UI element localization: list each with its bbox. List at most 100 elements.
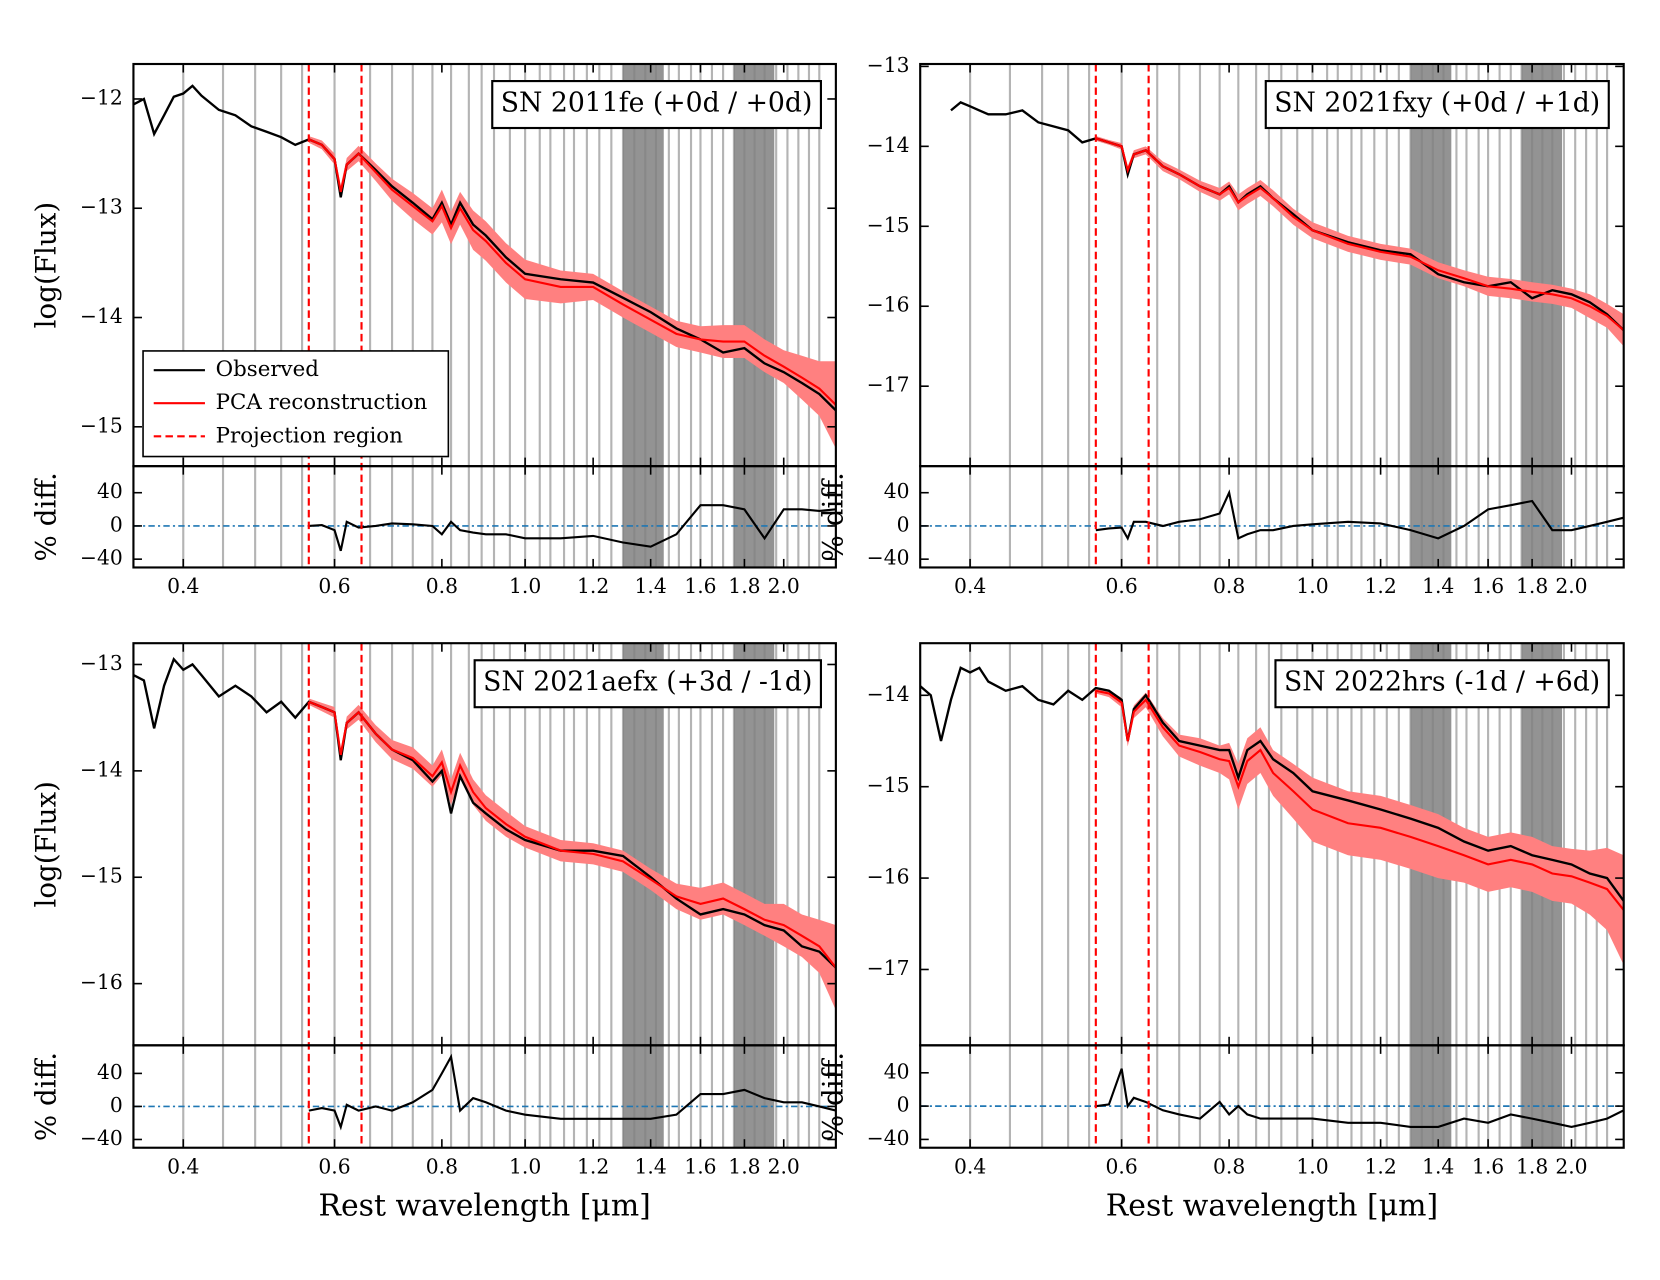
shaded-region	[733, 466, 775, 568]
shaded-region	[1521, 64, 1563, 467]
pca-line	[1095, 137, 1624, 332]
x-tick-label: 0.4	[954, 574, 986, 598]
x-tick-label: 1.8	[1516, 574, 1548, 598]
y-tick-label: −40	[867, 546, 910, 570]
y-tick-label: 0	[110, 1093, 123, 1117]
x-tick-label: 1.4	[635, 1155, 667, 1179]
residual-line	[1095, 489, 1624, 541]
x-tick-label: 0.6	[1105, 574, 1137, 598]
x-tick-label: 2.0	[1555, 574, 1587, 598]
x-tick-label: 1.6	[684, 574, 716, 598]
x-tick-label: 1.0	[509, 1155, 541, 1179]
y-tick-label: −16	[867, 865, 910, 889]
shaded-region	[623, 64, 664, 467]
x-tick-label: 1.6	[684, 1155, 716, 1179]
y-tick-label: 40	[97, 479, 123, 503]
shaded-region	[623, 1045, 664, 1148]
title-box	[473, 659, 822, 709]
title-box	[1264, 80, 1610, 130]
title-box	[491, 80, 822, 130]
shaded-region	[623, 466, 664, 568]
y-tick-label: −13	[80, 651, 123, 675]
x-tick-label: 1.8	[728, 1155, 760, 1179]
x-tick-label: 1.4	[1422, 574, 1454, 598]
residual-line	[308, 1053, 836, 1131]
x-axis-label: Rest wavelength [μm]	[319, 1188, 651, 1223]
residual-y-label: % diff.	[30, 472, 63, 561]
y-tick-label: −14	[80, 304, 123, 328]
title-box	[1274, 659, 1610, 709]
x-tick-label: 1.2	[577, 1155, 609, 1179]
x-tick-label: 0.8	[426, 574, 458, 598]
y-axis-label: log(Flux)	[30, 781, 63, 908]
y-tick-label: −40	[867, 1126, 910, 1150]
y-tick-label: −17	[867, 373, 910, 397]
panel: −15 −14 −13 −12 −40 0 40 0.4 0.6 0.8 1.0 1.2 1.4 1.6 1…	[30, 62, 837, 598]
x-tick-label: 1.2	[577, 574, 609, 598]
x-tick-label: 1.2	[1364, 1155, 1396, 1179]
x-axis-label: Rest wavelength [μm]	[1106, 1188, 1438, 1223]
x-tick-label: 0.6	[1105, 1155, 1137, 1179]
y-axis-label: log(Flux)	[30, 202, 63, 329]
pca-line	[308, 700, 836, 969]
y-tick-label: −15	[80, 413, 123, 437]
y-tick-label: −14	[867, 133, 910, 157]
panel-title: SN 2011fe (+0d / +0d)	[501, 88, 813, 119]
x-tick-label: 1.0	[1296, 574, 1328, 598]
x-tick-label: 1.4	[635, 574, 667, 598]
y-tick-label: −16	[867, 293, 910, 317]
legend-label: Projection region	[216, 423, 404, 448]
y-tick-label: −40	[80, 546, 123, 570]
y-tick-label: 40	[884, 479, 910, 503]
panel: −16 −15 −14 −13 −40 0 40 0.4 0.6 0.8 1.0 1.2 1.4 1.6 1…	[30, 642, 837, 1223]
x-tick-label: 1.8	[728, 574, 760, 598]
residual-axes	[133, 1045, 836, 1148]
panel-title: SN 2021fxy (+0d / +1d)	[1274, 88, 1600, 119]
y-tick-label: −17	[867, 956, 910, 980]
shaded-region	[1410, 1045, 1452, 1148]
x-tick-label: 2.0	[1555, 1155, 1587, 1179]
x-tick-label: 1.2	[1364, 574, 1396, 598]
y-tick-label: −12	[80, 85, 123, 109]
x-tick-label: 0.8	[1213, 574, 1245, 598]
pca-line	[308, 138, 836, 406]
y-tick-label: −13	[867, 53, 910, 77]
x-tick-label: 0.4	[167, 1155, 199, 1179]
axes-frame	[132, 1044, 837, 1149]
x-tick-label: 0.6	[318, 574, 350, 598]
panel-title: SN 2022hrs (-1d / +6d)	[1284, 667, 1600, 698]
uncertainty-band	[308, 136, 836, 449]
x-tick-label: 0.8	[426, 1155, 458, 1179]
main-axes	[950, 64, 1624, 467]
legend-label: Observed	[216, 357, 320, 382]
legend-label: PCA reconstruction	[216, 390, 428, 415]
y-tick-label: −15	[867, 213, 910, 237]
x-tick-label: 0.4	[954, 1155, 986, 1179]
y-tick-label: −14	[867, 682, 910, 706]
x-tick-label: 0.4	[167, 574, 199, 598]
y-tick-label: −15	[867, 773, 910, 797]
residual-axes	[920, 466, 1624, 568]
residual-y-label: % diff.	[30, 1052, 63, 1141]
panel: −17 −16 −15 −14 −40 0 40 0.4 0.6 0.8 1.0 1.2 1.4 1.6 1…	[816, 642, 1625, 1223]
x-tick-label: 1.6	[1472, 574, 1504, 598]
axes-frame	[919, 465, 1625, 569]
shaded-region	[1410, 466, 1452, 568]
shaded-region	[1521, 1045, 1563, 1148]
y-tick-label: 40	[884, 1059, 910, 1083]
residual-line	[1095, 1068, 1624, 1129]
y-tick-label: 0	[897, 512, 910, 536]
x-tick-label: 1.0	[1296, 1155, 1328, 1179]
uncertainty-band	[1095, 688, 1624, 965]
y-tick-label: 0	[110, 512, 123, 536]
y-tick-label: 0	[897, 1093, 910, 1117]
y-tick-label: −40	[80, 1126, 123, 1150]
main-axes	[133, 643, 836, 1046]
main-axes	[133, 64, 836, 467]
y-tick-label: 40	[97, 1060, 123, 1084]
y-tick-label: −14	[80, 757, 123, 781]
x-tick-label: 1.0	[509, 574, 541, 598]
shaded-region	[733, 64, 775, 467]
pca-line	[1095, 689, 1624, 911]
